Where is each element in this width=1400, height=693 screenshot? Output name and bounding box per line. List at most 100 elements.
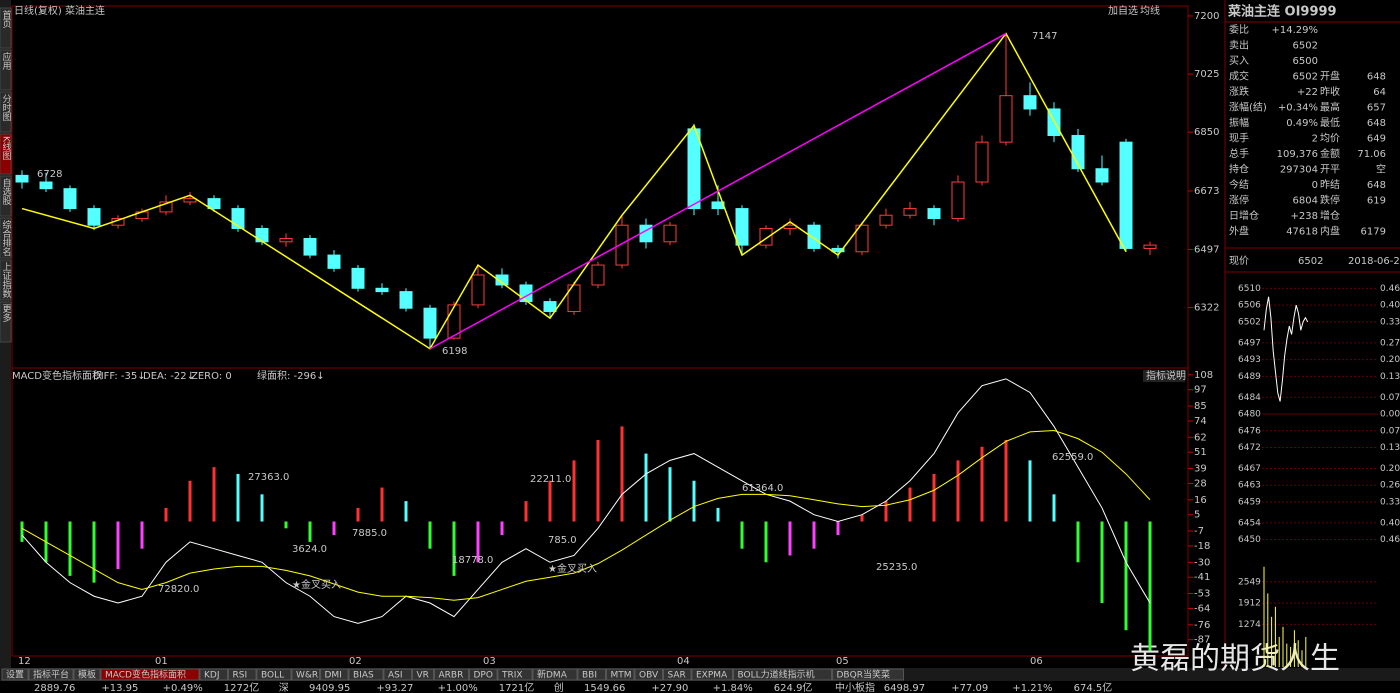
- tab-label[interactable]: BOLL力道线指示机: [738, 669, 815, 681]
- quote-label: 金额: [1320, 147, 1340, 160]
- tab-label[interactable]: W&R: [296, 671, 318, 681]
- tab[interactable]: [469, 668, 498, 681]
- tab-label[interactable]: VR: [417, 671, 429, 681]
- tab[interactable]: [434, 668, 469, 681]
- macd-bar: [404, 501, 408, 522]
- tab[interactable]: [73, 668, 101, 681]
- candle-body: [687, 128, 701, 210]
- zigzag-line: [429, 32, 1007, 350]
- tab[interactable]: [228, 668, 257, 681]
- tab-label[interactable]: TRIX: [501, 671, 523, 681]
- tab[interactable]: [733, 668, 832, 681]
- tab[interactable]: [348, 668, 384, 681]
- y-tick-label: 6450: [1238, 535, 1261, 545]
- macd-bar: [1100, 521, 1104, 604]
- tab-label[interactable]: RSI: [233, 671, 248, 681]
- tab-label[interactable]: KDJ: [204, 671, 220, 681]
- tab-label[interactable]: DMI: [325, 671, 342, 681]
- tab-label[interactable]: 指标平台: [33, 669, 69, 681]
- candle-body: [303, 237, 317, 256]
- tab-label[interactable]: BBI: [582, 671, 597, 681]
- tab[interactable]: [28, 668, 74, 681]
- quote-label: 日增仓: [1229, 209, 1259, 222]
- tab-label[interactable]: OBV: [639, 671, 659, 681]
- last-price: 2018-06-22: [1348, 256, 1400, 267]
- tab-label[interactable]: ASI: [388, 671, 403, 681]
- status-item: 6498.97: [884, 683, 925, 693]
- sidebar-tab[interactable]: [0, 91, 12, 133]
- sidebar-label[interactable]: 首页: [1, 9, 12, 29]
- tab-label[interactable]: ARBR: [439, 671, 464, 681]
- tab[interactable]: [199, 668, 228, 681]
- quote-value: 47618: [1286, 227, 1318, 238]
- y-tick-label: -76: [1194, 620, 1210, 631]
- tab-label[interactable]: MACD变色指标面积: [105, 669, 186, 681]
- tab-label[interactable]: 新DMA: [537, 669, 568, 681]
- tab[interactable]: [577, 668, 606, 681]
- sidebar-label[interactable]: 自选股: [1, 177, 12, 206]
- sidebar-tab[interactable]: [0, 7, 12, 49]
- tab[interactable]: [383, 668, 412, 681]
- macd-annotation: 61364.0: [742, 483, 783, 494]
- tab[interactable]: [320, 668, 349, 681]
- help-label[interactable]: 指标说明: [1146, 369, 1186, 382]
- sidebar-label[interactable]: 分时图: [1, 94, 12, 122]
- sidebar-label[interactable]: K线图: [1, 136, 12, 161]
- macd-bar: [92, 521, 96, 583]
- quote-label: 增仓: [1320, 209, 1340, 222]
- tab-label[interactable]: 设置: [6, 670, 24, 681]
- sidebar-tab[interactable]: [0, 259, 12, 301]
- tab-label[interactable]: BIAS: [353, 671, 374, 681]
- y-tick-label: 6493: [1238, 355, 1261, 365]
- sidebar-tab[interactable]: [0, 133, 12, 175]
- tab-label[interactable]: DBQR当笑菜: [837, 669, 890, 681]
- tab[interactable]: [691, 668, 733, 681]
- sidebar-tab[interactable]: [0, 175, 12, 217]
- y-tick-label: 62: [1194, 432, 1207, 443]
- sidebar-label[interactable]: 应用: [1, 51, 12, 71]
- quote-value: 64: [1373, 87, 1386, 98]
- quote-label: 涨幅(结): [1229, 101, 1267, 114]
- tab[interactable]: [291, 668, 320, 681]
- quote-value: +22: [1297, 87, 1318, 98]
- y-tick-label: 6489: [1238, 372, 1261, 382]
- sidebar-tab[interactable]: [0, 217, 12, 259]
- tab-label[interactable]: 模板: [78, 669, 96, 681]
- sidebar-label[interactable]: 综合排名: [1, 219, 12, 257]
- status-item: 深: [279, 682, 289, 693]
- status-item: 624.9亿: [774, 681, 813, 693]
- tab-label[interactable]: BOLL: [261, 671, 284, 681]
- sidebar-tab[interactable]: [0, 301, 12, 343]
- tab-label[interactable]: EXPMA: [696, 671, 728, 681]
- candle-body: [855, 224, 869, 253]
- tab-label[interactable]: SAR: [668, 671, 686, 681]
- tab-label[interactable]: DPO: [474, 671, 493, 681]
- tab-label[interactable]: MTM: [611, 671, 632, 681]
- candle-body: [1095, 168, 1109, 183]
- header-button[interactable]: 加自选: [1108, 4, 1138, 17]
- tab[interactable]: [532, 668, 578, 681]
- tab[interactable]: [606, 668, 635, 681]
- sidebar-label[interactable]: 上证指数: [1, 262, 12, 299]
- help-button[interactable]: [1143, 370, 1185, 382]
- candle-body: [807, 224, 821, 249]
- tab[interactable]: [663, 668, 692, 681]
- tab[interactable]: [412, 668, 434, 681]
- tab[interactable]: [832, 668, 904, 681]
- candle-body: [879, 214, 893, 226]
- sidebar-tab[interactable]: [0, 49, 12, 91]
- sidebar-label[interactable]: 更多: [1, 304, 12, 323]
- tab[interactable]: [634, 668, 663, 681]
- macd-bar: [788, 521, 792, 556]
- quote-label: 跌停: [1320, 194, 1340, 207]
- tab[interactable]: [1, 668, 29, 681]
- quote-label: 昨收: [1320, 85, 1340, 98]
- macd-annotation: ★金叉买入: [548, 562, 597, 575]
- macd-bar: [860, 514, 864, 522]
- macd-bar: [524, 501, 528, 522]
- tab[interactable]: [100, 668, 200, 681]
- header-button[interactable]: 均线: [1140, 4, 1160, 17]
- tab[interactable]: [497, 668, 533, 681]
- y-tick-label: 2549: [1238, 577, 1261, 587]
- tab[interactable]: [256, 668, 292, 681]
